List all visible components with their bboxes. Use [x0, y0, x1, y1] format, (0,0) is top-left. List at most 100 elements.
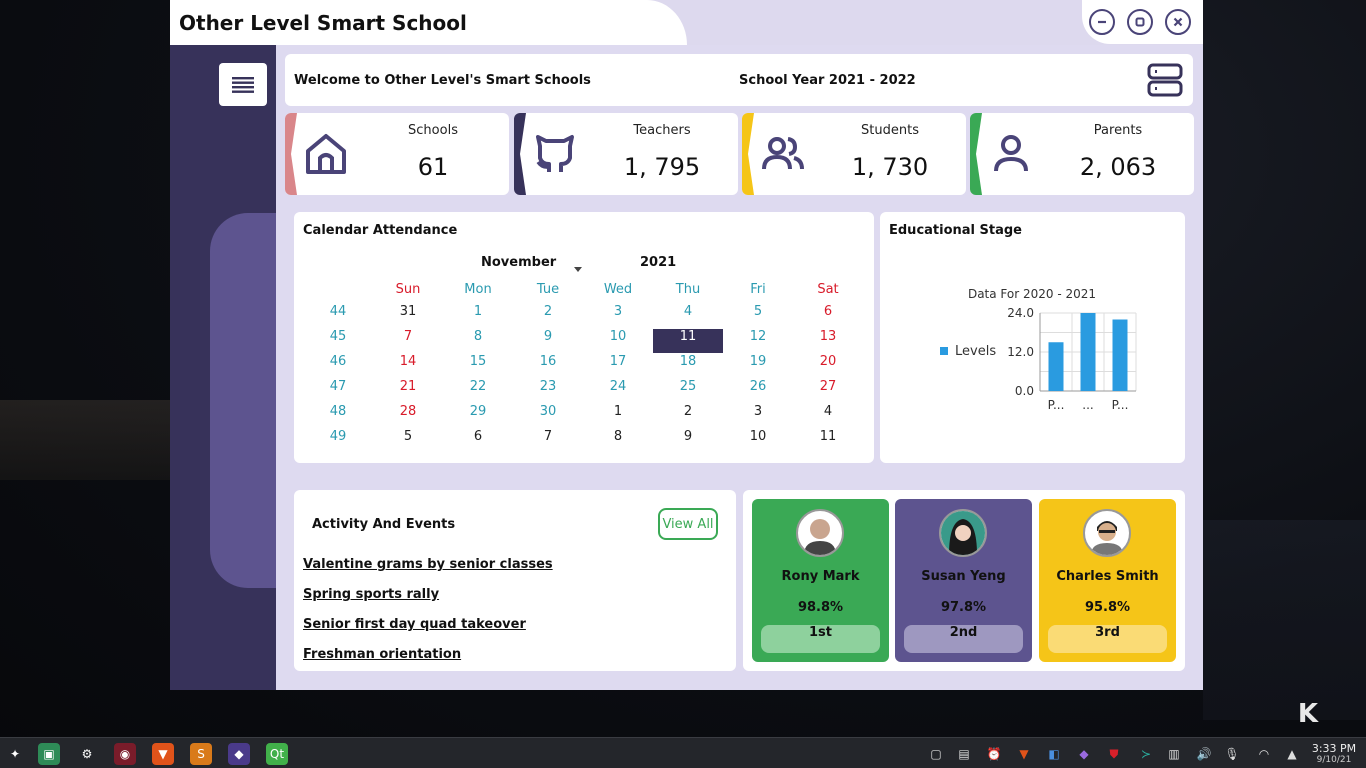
chart-x-tick-label: ... — [1082, 398, 1093, 412]
calendar-day[interactable]: 6 — [823, 304, 833, 319]
calendar-day[interactable]: 14 — [399, 354, 417, 369]
notes-icon[interactable]: ▥ — [1168, 747, 1180, 761]
tray-app-icon[interactable]: ◧ — [1048, 747, 1060, 761]
terminal-icon[interactable]: ≻ — [1140, 747, 1152, 761]
ranking-card-first[interactable]: Rony Mark 98.8% 1st — [752, 499, 889, 662]
stat-card-parents[interactable]: Parents 2, 063 — [970, 113, 1194, 195]
background-bridge — [0, 400, 175, 480]
minimize-button[interactable] — [1089, 9, 1115, 35]
stat-accent — [742, 113, 754, 195]
calendar-day[interactable]: 15 — [469, 354, 487, 369]
calendar-day[interactable]: 25 — [679, 379, 697, 394]
editor-icon[interactable]: ◆ — [228, 743, 250, 765]
tray-expand-icon[interactable]: ▲ — [1287, 747, 1297, 761]
calendar-day[interactable]: 28 — [399, 404, 417, 419]
clipboard-icon[interactable]: ▤ — [958, 747, 970, 761]
calendar-day[interactable]: 6 — [473, 429, 483, 444]
activity-link[interactable]: Valentine grams by senior classes — [303, 557, 553, 572]
stat-card-students[interactable]: Students 1, 730 — [742, 113, 966, 195]
window-controls — [1082, 0, 1203, 44]
calendar-day[interactable]: 29 — [469, 404, 487, 419]
calendar-day[interactable]: 8 — [613, 429, 623, 444]
calendar-day[interactable]: 7 — [543, 429, 553, 444]
calendar-day[interactable]: 5 — [403, 429, 413, 444]
calendar-day[interactable]: 22 — [469, 379, 487, 394]
microphone-icon[interactable]: 🎙 — [1224, 747, 1240, 761]
activity-link[interactable]: Freshman orientation — [303, 647, 462, 662]
calendar-day[interactable]: 11 — [819, 429, 837, 444]
calendar-day[interactable]: 4 — [683, 304, 693, 319]
calendar-day[interactable]: 7 — [403, 329, 413, 344]
school-year-text: School Year 2021 - 2022 — [739, 73, 916, 88]
chart-bar — [1048, 342, 1064, 391]
weekday-header: Mon — [464, 282, 492, 297]
calendar-day[interactable]: 31 — [399, 304, 417, 319]
calendar-day[interactable]: 17 — [609, 354, 627, 369]
calendar-day[interactable]: 30 — [539, 404, 557, 419]
weekday-header: Thu — [675, 282, 701, 297]
calendar-day[interactable]: 19 — [749, 354, 767, 369]
stat-card-teachers[interactable]: Teachers 1, 795 — [514, 113, 738, 195]
calendar-day[interactable]: 18 — [679, 354, 697, 369]
calendar-day[interactable]: 24 — [609, 379, 627, 394]
shield-icon[interactable]: ⛊ — [1109, 746, 1119, 761]
menu-button[interactable] — [219, 63, 267, 106]
ranking-card-third[interactable]: Charles Smith 95.8% 3rd — [1039, 499, 1176, 662]
close-button[interactable] — [1165, 9, 1191, 35]
window-icon[interactable]: ▢ — [930, 747, 942, 761]
view-all-button[interactable]: View All — [658, 508, 718, 540]
settings-icon[interactable]: ⚙ — [81, 747, 93, 761]
calendar-day[interactable]: 3 — [753, 404, 763, 419]
activity-link[interactable]: Senior first day quad takeover — [303, 617, 526, 632]
calendar-day[interactable]: 2 — [683, 404, 693, 419]
ranking-card-second[interactable]: Susan Yeng 97.8% 2nd — [895, 499, 1032, 662]
wifi-icon[interactable]: ◠ — [1258, 747, 1270, 761]
stat-label: Teachers — [633, 123, 691, 138]
calendar-year[interactable]: 2021 — [640, 255, 677, 270]
sublime-text-icon[interactable]: S — [190, 743, 212, 765]
calendar-day-selected[interactable]: 11 — [653, 329, 723, 353]
tray-editor-icon[interactable]: ◆ — [1079, 747, 1089, 761]
file-manager-icon[interactable]: ▣ — [38, 743, 60, 765]
month-dropdown-icon[interactable] — [574, 267, 582, 272]
clock[interactable]: 3:33 PM 9/10/21 — [1306, 742, 1362, 765]
calendar-day[interactable]: 3 — [613, 304, 623, 319]
teacher-name: Rony Mark — [781, 569, 860, 584]
calendar-day[interactable]: 5 — [753, 304, 763, 319]
teacher-name: Charles Smith — [1056, 569, 1159, 584]
calendar-day[interactable]: 4 — [823, 404, 833, 419]
calendar-day[interactable]: 23 — [539, 379, 557, 394]
calendar-day[interactable]: 8 — [473, 329, 483, 344]
server-icon[interactable] — [1147, 62, 1183, 98]
calendar-day[interactable]: 12 — [749, 329, 767, 344]
calendar-day[interactable]: 27 — [819, 379, 837, 394]
calendar-day[interactable]: 1 — [613, 404, 623, 419]
brave-tray-icon[interactable]: ▼ — [1019, 747, 1029, 761]
background-shore — [1203, 520, 1366, 720]
stat-label: Schools — [408, 123, 458, 138]
week-number: 44 — [329, 304, 347, 319]
week-number: 46 — [329, 354, 347, 369]
qt-creator-icon[interactable]: Qt — [266, 743, 288, 765]
calendar-month[interactable]: November — [481, 255, 557, 270]
activity-link[interactable]: Spring sports rally — [303, 587, 440, 602]
alarm-icon[interactable]: ⏰ — [986, 747, 1002, 761]
calendar-day[interactable]: 16 — [539, 354, 557, 369]
maximize-button[interactable] — [1127, 9, 1153, 35]
calendar-day[interactable]: 20 — [819, 354, 837, 369]
stat-card-schools[interactable]: Schools 61 — [285, 113, 509, 195]
clock-date: 9/10/21 — [1316, 755, 1352, 765]
app-launcher-icon[interactable]: ✦ — [9, 747, 21, 761]
calendar-day[interactable]: 26 — [749, 379, 767, 394]
calendar-day[interactable]: 10 — [609, 329, 627, 344]
calendar-day[interactable]: 9 — [543, 329, 553, 344]
volume-icon[interactable]: 🔊 — [1196, 747, 1212, 761]
calendar-day[interactable]: 13 — [819, 329, 837, 344]
calendar-day[interactable]: 1 — [473, 304, 483, 319]
calendar-day[interactable]: 9 — [683, 429, 693, 444]
calendar-day[interactable]: 21 — [399, 379, 417, 394]
calendar-day[interactable]: 2 — [543, 304, 553, 319]
brave-browser-icon[interactable]: ▼ — [152, 743, 174, 765]
media-icon[interactable]: ◉ — [114, 743, 136, 765]
calendar-day[interactable]: 10 — [749, 429, 767, 444]
